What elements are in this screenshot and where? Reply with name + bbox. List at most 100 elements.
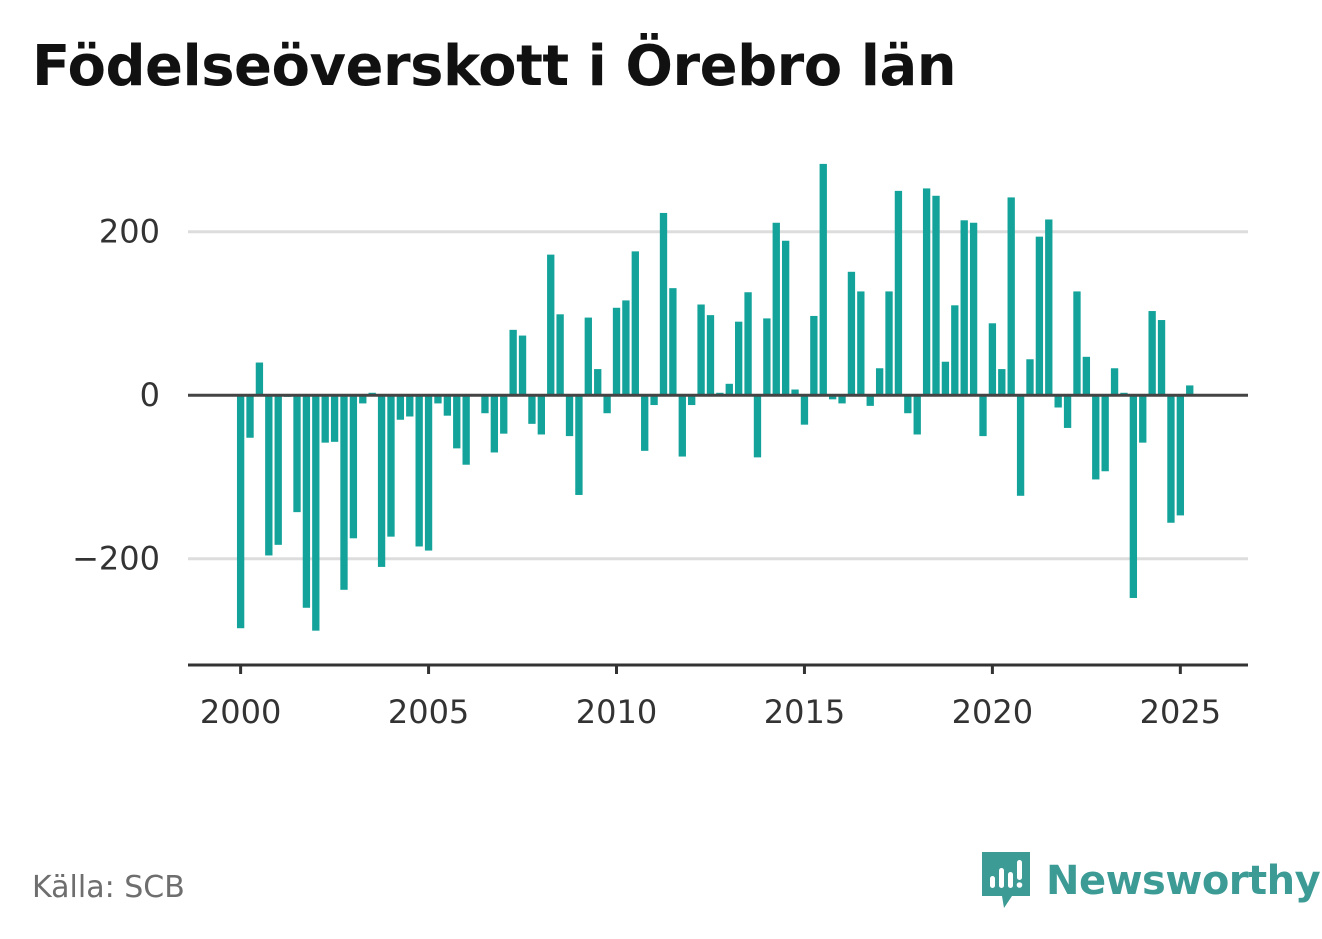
- bar: [349, 395, 358, 539]
- bar: [753, 395, 762, 458]
- bar: [434, 395, 442, 404]
- bars: [236, 163, 1194, 631]
- bar: [1073, 291, 1081, 396]
- x-tick-label: 2010: [576, 693, 657, 731]
- bar: [424, 395, 433, 551]
- bar: [1167, 395, 1175, 523]
- bar: [1016, 395, 1025, 496]
- bar: [575, 395, 583, 495]
- bar: [669, 288, 677, 396]
- bar: [847, 271, 856, 396]
- bar: [1139, 395, 1147, 443]
- bar: [932, 195, 940, 396]
- bar: [490, 395, 499, 453]
- bar: [1157, 320, 1166, 396]
- bar: [875, 368, 884, 396]
- bar: [453, 395, 461, 449]
- bar: [377, 395, 386, 567]
- bar: [462, 395, 470, 465]
- brand-name: Newsworthy: [1046, 858, 1321, 904]
- bar: [828, 395, 837, 400]
- bar: [500, 395, 508, 434]
- bar: [951, 305, 959, 396]
- bar: [1186, 385, 1194, 396]
- bar: [735, 321, 743, 396]
- bar: [659, 212, 668, 396]
- bar: [641, 395, 649, 451]
- bar: [518, 335, 527, 396]
- bar: [330, 395, 339, 442]
- bar: [293, 395, 301, 513]
- bar: [265, 395, 273, 556]
- bar: [594, 369, 602, 396]
- bar: [481, 395, 489, 414]
- bar: [979, 395, 987, 437]
- bar: [556, 314, 564, 396]
- bar: [650, 395, 658, 406]
- bar: [1176, 395, 1185, 516]
- y-tick-label: 200: [99, 213, 160, 251]
- bar: [969, 222, 978, 396]
- grid-lines: [188, 230, 1248, 561]
- bar: [631, 251, 639, 396]
- bar: [387, 395, 395, 537]
- bar: [819, 163, 827, 396]
- bar: [359, 395, 367, 404]
- bar: [321, 395, 329, 443]
- bar: [537, 395, 545, 435]
- bar: [810, 315, 818, 396]
- bar: [547, 254, 555, 396]
- bar: [1045, 219, 1053, 396]
- bar: [988, 323, 997, 396]
- bar: [857, 291, 865, 396]
- x-tick-label: 2025: [1140, 693, 1221, 731]
- bar: [763, 318, 771, 396]
- bar: [894, 190, 903, 396]
- y-tick-labels: −200 0 200: [72, 213, 160, 578]
- bar: [274, 395, 282, 545]
- source-note: Källa: SCB: [32, 870, 185, 905]
- x-tick-label: 2020: [952, 693, 1033, 731]
- x-tick-label: 2005: [388, 693, 469, 731]
- bar: [406, 395, 414, 417]
- bar: [791, 389, 799, 396]
- bar: [960, 220, 968, 396]
- x-tick-label: 2015: [764, 693, 845, 731]
- bar: [528, 395, 536, 424]
- bar: [302, 395, 311, 608]
- bar: [800, 395, 809, 425]
- bar: [1148, 311, 1156, 396]
- bar: [697, 304, 705, 396]
- bar: [236, 395, 245, 629]
- bar: [1035, 236, 1044, 396]
- x-tick-label: 2000: [200, 693, 281, 731]
- bar: [1129, 395, 1138, 598]
- brand-logo: Newsworthy: [980, 850, 1321, 912]
- bar: [509, 329, 517, 396]
- bar: [1092, 395, 1100, 480]
- bar: [612, 307, 621, 396]
- bar: [688, 395, 696, 406]
- bar: [415, 395, 423, 547]
- bar: [678, 395, 686, 457]
- axes: [188, 393, 1248, 674]
- bar: [603, 395, 611, 414]
- bar: [725, 383, 733, 396]
- bar: [838, 395, 846, 404]
- bar: [1054, 395, 1062, 408]
- bar: [584, 317, 592, 396]
- bar: [1110, 368, 1119, 396]
- bar: [866, 395, 874, 406]
- bar: [1007, 197, 1015, 396]
- x-tick-labels: 2000 2005 2010 2015 2020 2025: [200, 693, 1221, 731]
- bar: [1026, 359, 1034, 396]
- bar: [744, 292, 752, 396]
- bar: [941, 361, 950, 396]
- bar: [781, 240, 790, 396]
- newsworthy-logo-icon: [982, 852, 1030, 908]
- bar: [904, 395, 912, 414]
- bar: [706, 315, 715, 396]
- bar: [255, 362, 264, 396]
- bar: [312, 395, 320, 631]
- bar: [246, 395, 254, 438]
